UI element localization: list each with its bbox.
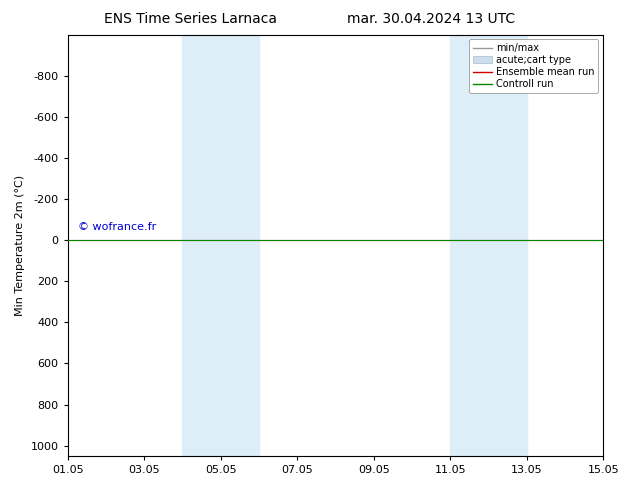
Y-axis label: Min Temperature 2m (°C): Min Temperature 2m (°C)	[15, 175, 25, 316]
Legend: min/max, acute;cart type, Ensemble mean run, Controll run: min/max, acute;cart type, Ensemble mean …	[469, 40, 598, 93]
Text: ENS Time Series Larnaca: ENS Time Series Larnaca	[104, 12, 276, 26]
Bar	[450, 35, 527, 456]
Bar	[183, 35, 259, 456]
Text: mar. 30.04.2024 13 UTC: mar. 30.04.2024 13 UTC	[347, 12, 515, 26]
Text: © wofrance.fr: © wofrance.fr	[78, 221, 157, 232]
